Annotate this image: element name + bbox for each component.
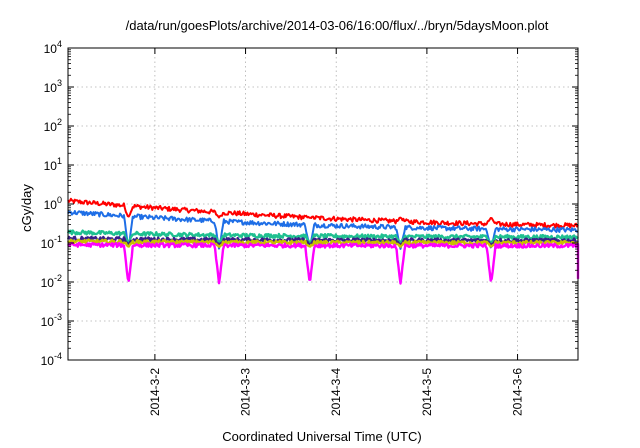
chart-title: /data/run/goesPlots/archive/2014-03-06/1… bbox=[126, 18, 549, 33]
x-tick-label: 2014-3-5 bbox=[420, 368, 434, 416]
y-tick-label: 10-4 bbox=[41, 351, 62, 368]
x-tick-label: 2014-3-3 bbox=[239, 368, 253, 416]
y-tick-label: 101 bbox=[44, 156, 62, 173]
series-line-0 bbox=[67, 197, 579, 229]
series-lines bbox=[66, 197, 580, 285]
x-tick-label: 2014-3-6 bbox=[511, 368, 525, 416]
x-tick-label: 2014-3-2 bbox=[148, 368, 162, 416]
y-axis-label: cGy/day bbox=[19, 184, 34, 232]
series-line-3 bbox=[66, 235, 579, 247]
y-tick-label: 10-3 bbox=[41, 312, 62, 329]
y-tick-label: 10-1 bbox=[41, 234, 62, 251]
series-line-4 bbox=[66, 238, 579, 248]
y-tick-label: 102 bbox=[44, 117, 62, 134]
y-tick-label: 104 bbox=[44, 39, 62, 56]
x-axis-ticks: 2014-3-2 2014-3-3 2014-3-4 2014-3-5 2014-3-6 bbox=[148, 48, 525, 416]
x-tick-label: 2014-3-4 bbox=[329, 368, 343, 416]
series-line-5 bbox=[67, 241, 580, 285]
y-tick-label: 10-2 bbox=[41, 273, 62, 290]
y-tick-label: 100 bbox=[44, 195, 62, 212]
grid bbox=[68, 48, 578, 360]
y-axis-ticks: 10-4 10-3 10-2 10-1 100 101 102 103 104 bbox=[41, 39, 578, 368]
x-axis-label: Coordinated Universal Time (UTC) bbox=[222, 429, 421, 444]
series-line-2 bbox=[66, 229, 579, 245]
y-tick-label: 103 bbox=[44, 78, 62, 95]
